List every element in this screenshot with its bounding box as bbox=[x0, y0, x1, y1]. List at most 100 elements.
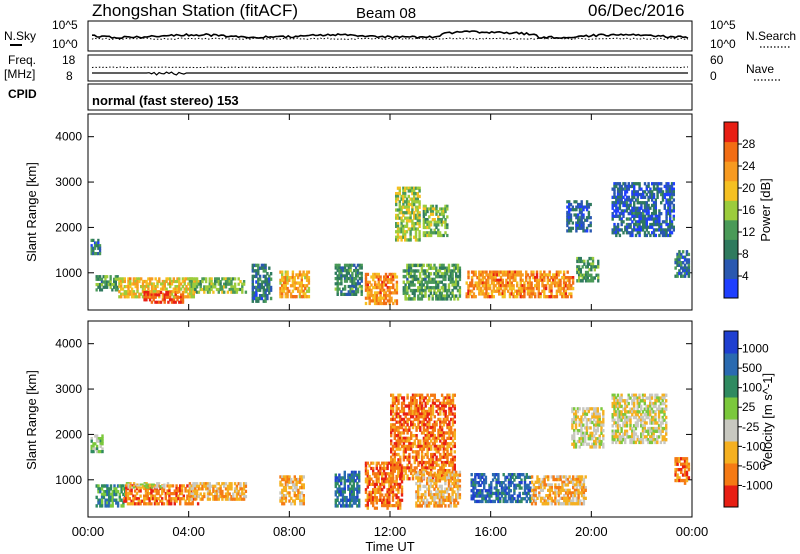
scatter-cell bbox=[395, 275, 399, 279]
scatter-cell bbox=[298, 289, 302, 293]
scatter-cell bbox=[663, 195, 666, 199]
scatter-cell bbox=[242, 282, 246, 286]
scatter-cell bbox=[541, 483, 544, 487]
scatter-cell bbox=[393, 431, 396, 435]
scatter-cell bbox=[526, 292, 530, 296]
scatter-cell bbox=[687, 252, 691, 257]
scatter-cell bbox=[232, 492, 235, 496]
scatter-cell bbox=[577, 213, 580, 217]
scatter-cell bbox=[442, 272, 445, 276]
scatter-cell bbox=[295, 286, 298, 291]
scatter-cell bbox=[564, 276, 568, 280]
scatter-cell bbox=[288, 475, 291, 479]
scatter-cell bbox=[156, 279, 159, 284]
scatter-cell bbox=[134, 292, 137, 296]
scatter-cell bbox=[512, 292, 515, 296]
scatter-cell bbox=[552, 295, 555, 299]
scatter-cell bbox=[539, 486, 543, 490]
scatter-cell bbox=[282, 477, 286, 482]
scatter-cell bbox=[409, 219, 412, 223]
scatter-cell bbox=[354, 479, 357, 483]
scatter-cell bbox=[396, 222, 400, 226]
scatter-cell bbox=[555, 292, 559, 296]
scatter-cell bbox=[453, 504, 456, 508]
scatter-cell bbox=[402, 235, 405, 239]
scatter-cell bbox=[152, 293, 155, 297]
scatter-cell bbox=[340, 277, 343, 281]
scatter-cell bbox=[210, 282, 213, 286]
scatter-cell bbox=[393, 396, 396, 400]
scatter-cell bbox=[669, 203, 672, 208]
scatter-cell bbox=[336, 476, 339, 480]
scatter-cell bbox=[447, 286, 451, 290]
scatter-cell bbox=[470, 483, 473, 487]
scatter-cell bbox=[351, 284, 354, 289]
scatter-cell bbox=[417, 442, 420, 446]
scatter-cell bbox=[406, 420, 409, 424]
scatter-cell bbox=[620, 228, 623, 232]
scatter-cell bbox=[413, 272, 416, 276]
scatter-cell bbox=[241, 489, 244, 493]
scatter-cell bbox=[493, 486, 496, 490]
scatter-cell bbox=[154, 287, 157, 291]
scatter-cell bbox=[424, 220, 427, 224]
scatter-cell bbox=[665, 228, 668, 232]
scatter-cell bbox=[576, 279, 579, 283]
scatter-cell bbox=[437, 412, 440, 416]
scatter-cell bbox=[422, 501, 425, 505]
scatter-cell bbox=[136, 282, 139, 286]
scatter-cell bbox=[377, 469, 380, 473]
scatter-cell bbox=[426, 399, 429, 403]
scatter-cell bbox=[176, 298, 179, 302]
scatter-cell bbox=[177, 497, 180, 501]
scatter-cell bbox=[435, 444, 438, 449]
scatter-cell bbox=[500, 483, 504, 487]
scatter-cell bbox=[453, 442, 456, 446]
scatter-cell bbox=[407, 202, 410, 207]
scatter-cell bbox=[474, 473, 477, 477]
scatter-cell bbox=[581, 273, 584, 277]
scatter-cell bbox=[616, 231, 620, 235]
scatter-cell bbox=[219, 484, 222, 488]
scatter-cell bbox=[127, 285, 130, 289]
scatter-cell bbox=[408, 401, 411, 405]
scatter-cell bbox=[109, 280, 112, 284]
scatter-cell bbox=[411, 208, 414, 212]
scatter-cell bbox=[368, 464, 371, 468]
scatter-cell bbox=[400, 404, 404, 408]
scatter-cell bbox=[552, 281, 555, 285]
scatter-cell bbox=[258, 296, 262, 301]
scatter-cell bbox=[483, 281, 486, 285]
scatter-cell bbox=[268, 277, 271, 281]
scatter-cell bbox=[670, 201, 674, 205]
scatter-cell bbox=[405, 211, 409, 215]
scatter-cell bbox=[672, 206, 675, 210]
scatter-cell bbox=[433, 460, 436, 465]
scatter-cell bbox=[402, 197, 405, 201]
scatter-cell bbox=[550, 284, 553, 288]
scatter-cell bbox=[554, 499, 557, 503]
scatter-cell bbox=[674, 261, 677, 265]
scatter-cell bbox=[488, 491, 491, 496]
scatter-cell bbox=[523, 286, 526, 291]
scatter-cell bbox=[442, 409, 446, 414]
scatter-cell bbox=[400, 471, 404, 475]
scatter-cell bbox=[439, 431, 442, 435]
scatter-cell bbox=[643, 182, 647, 186]
scatter-cell bbox=[299, 475, 302, 479]
scatter-cell bbox=[429, 228, 433, 232]
scatter-cell bbox=[618, 203, 622, 208]
scatter-cell bbox=[153, 502, 157, 506]
scatter-cell bbox=[395, 238, 398, 242]
scatter-cell bbox=[100, 280, 104, 284]
scatter-cell bbox=[647, 195, 650, 199]
scatter-cell bbox=[428, 223, 431, 227]
scatter-cell bbox=[158, 300, 161, 304]
scatter-cell bbox=[548, 284, 551, 288]
scatter-cell bbox=[232, 285, 235, 289]
scatter-cell bbox=[393, 455, 396, 459]
scatter-cell bbox=[566, 284, 569, 288]
scatter-cell bbox=[354, 470, 357, 475]
scatter-cell bbox=[381, 472, 384, 476]
scatter-cell bbox=[120, 282, 123, 286]
